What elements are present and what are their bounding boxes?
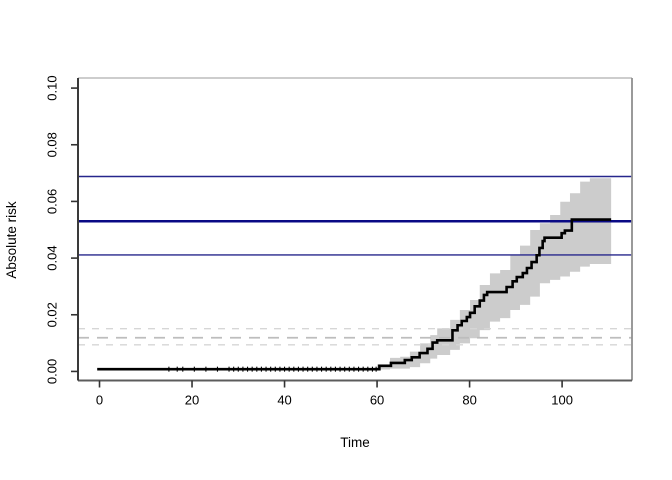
x-tick-label: 0	[96, 393, 103, 408]
absolute-risk-step-curve	[97, 218, 612, 371]
x-axis-title: Time	[340, 435, 370, 450]
dashed-reference-layer	[78, 327, 632, 346]
confidence-band	[377, 178, 612, 370]
y-tick-label: 0.00	[45, 359, 60, 384]
censor-ticks	[168, 366, 377, 372]
y-tick-label: 0.04	[45, 245, 60, 270]
x-tick-label: 40	[277, 393, 291, 408]
y-tick-label: 0.06	[45, 189, 60, 214]
x-tick-label: 20	[185, 393, 199, 408]
axes-layer: 0 20 40 60 80 100 0.00 0.02 0.04 0.06 0.08 0.10	[45, 75, 633, 408]
y-tick-label: 0.02	[45, 302, 60, 327]
y-axis-title: Absolute risk	[4, 201, 19, 279]
x-tick-label: 60	[370, 393, 384, 408]
risk-curve-layer	[97, 218, 612, 372]
x-tick-label: 100	[551, 393, 573, 408]
x-tick-label: 80	[462, 393, 476, 408]
y-tick-label: 0.10	[45, 75, 60, 100]
y-tick-label: 0.08	[45, 132, 60, 157]
confidence-band-layer	[377, 178, 612, 370]
